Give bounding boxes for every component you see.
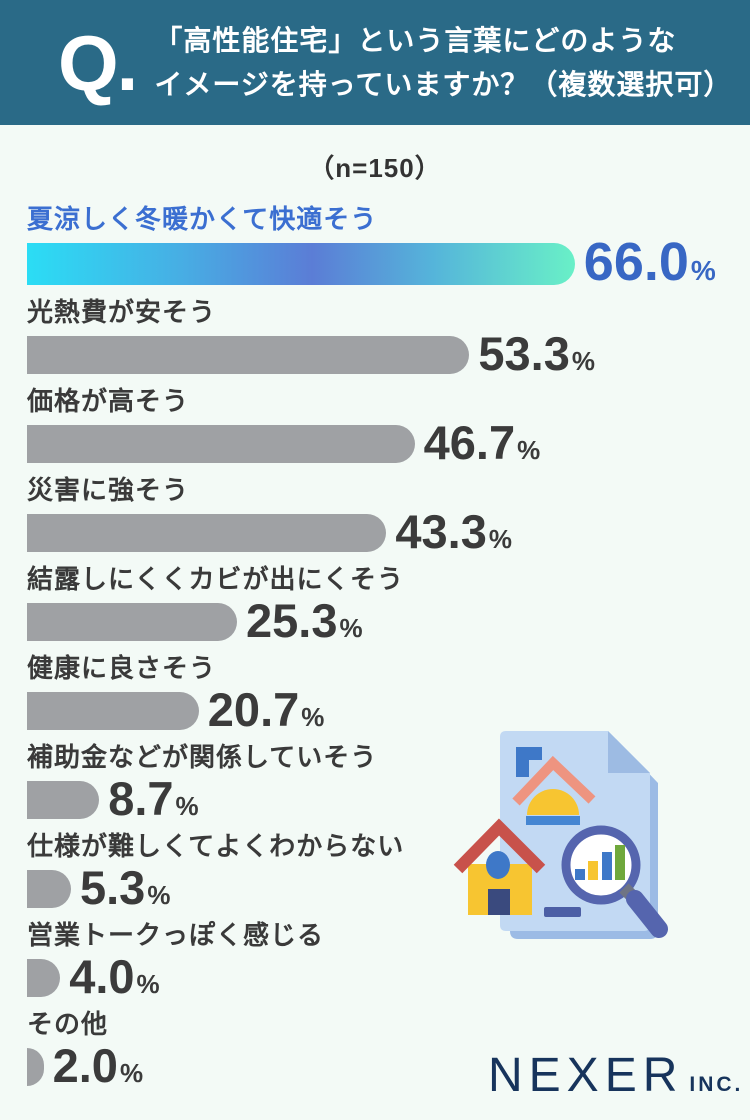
category-label: 営業トークっぽく感じる: [27, 920, 325, 950]
category-label: 光熱費が安そう: [27, 297, 217, 327]
bar-line: 20.7%: [27, 682, 737, 736]
value-label: 43.3%: [395, 504, 512, 558]
bar-row: 光熱費が安そう 53.3%: [27, 296, 737, 380]
bar: [27, 870, 71, 908]
value-number: 66.0: [583, 231, 689, 292]
percent-sign: %: [136, 968, 160, 999]
mini-bar-chart-icon: [575, 845, 625, 880]
sample-size-label: （n=150）: [308, 153, 442, 183]
category-label: 健康に良さそう: [27, 653, 217, 683]
bar: [27, 514, 387, 552]
value-label: 20.7%: [207, 682, 325, 736]
document-line: [544, 907, 581, 917]
category-label: 夏涼しく冬暖かくて快適そう: [27, 204, 378, 234]
percent-sign: %: [119, 1057, 144, 1088]
corner-bracket-icon: [516, 747, 542, 777]
question-line-1: 「高性能住宅」という言葉にどのような: [154, 25, 677, 57]
bar: [27, 692, 199, 730]
question-line-2: イメージを持っていますか？（複数選択可）: [154, 68, 733, 100]
bar-chart: 夏涼しく冬暖かくて快適そう 66.0% 光熱費が安そう 53.3% 価格が高そう…: [27, 203, 737, 1097]
bar: [27, 243, 575, 285]
question-header: Q. 「高性能住宅」という言葉にどのような イメージを持っていますか？（複数選択…: [0, 0, 750, 125]
bar: [27, 425, 415, 463]
category-label: 補助金などが関係していそう: [27, 742, 378, 772]
value-number: 4.0: [69, 949, 135, 1003]
dome-icon: [527, 789, 579, 815]
value-number: 53.3: [478, 326, 570, 380]
category-label: 価格が高そう: [27, 386, 190, 416]
value-number: 43.3: [395, 504, 487, 558]
q-mark: Q.: [58, 18, 138, 107]
brand-name: NEXER: [488, 1049, 684, 1102]
category-label: その他: [27, 1009, 109, 1039]
bar-line: 25.3%: [27, 593, 737, 647]
value-label: 53.3%: [478, 326, 595, 380]
bar-line: 4.0%: [27, 949, 737, 1003]
bar-row: 結露しにくくカビが出にくそう 25.3%: [27, 563, 737, 647]
percent-sign: %: [488, 523, 512, 554]
category-label: 結露しにくくカビが出にくそう: [27, 564, 404, 594]
bar-row: 災害に強そう 43.3%: [27, 474, 737, 558]
bar-row: 夏涼しく冬暖かくて快適そう 66.0%: [27, 203, 737, 292]
bar-line: 53.3%: [27, 326, 737, 380]
value-label: 5.3%: [79, 860, 171, 914]
bar-line: 46.7%: [27, 415, 737, 469]
bar-line: 2.0%: [27, 1038, 737, 1092]
bar-line: 43.3%: [27, 504, 737, 558]
house-roof: [453, 818, 546, 874]
value-label: 25.3%: [245, 593, 363, 647]
brand-suffix: INC.: [689, 1073, 744, 1096]
bar-row: 補助金などが関係していそう 8.7%: [27, 741, 737, 825]
bar-line: 5.3%: [27, 860, 737, 914]
house-document-magnifier-illustration: [453, 731, 668, 939]
roof-chevron-icon: [512, 755, 596, 806]
value-number: 25.3: [245, 593, 338, 647]
bar-row: 健康に良さそう 20.7%: [27, 652, 737, 736]
percent-sign: %: [339, 612, 363, 643]
bar: [27, 336, 470, 374]
percent-sign: %: [690, 254, 716, 286]
category-label: 仕様が難しくてよくわからない: [27, 831, 405, 861]
bar: [27, 603, 237, 641]
bar-line: 8.7%: [27, 771, 737, 825]
percent-sign: %: [301, 701, 325, 732]
percent-sign: %: [147, 879, 171, 910]
document-fold: [608, 731, 650, 773]
bar: [27, 781, 100, 819]
value-number: 8.7: [108, 771, 174, 825]
bar-row: 価格が高そう 46.7%: [27, 385, 737, 469]
bar-row: その他 2.0%: [27, 1008, 737, 1092]
value-number: 46.7: [423, 415, 516, 469]
magnifier-handle: [626, 890, 668, 938]
value-label: 2.0%: [52, 1038, 144, 1092]
house-window: [486, 851, 510, 879]
percent-sign: %: [571, 345, 595, 376]
dome-base-bar: [526, 816, 580, 825]
bar: [27, 1048, 44, 1086]
percent-sign: %: [175, 790, 199, 821]
category-label: 災害に強そう: [27, 475, 190, 505]
value-label: 66.0%: [583, 231, 716, 292]
value-number: 2.0: [52, 1038, 118, 1092]
bar-line: 66.0%: [27, 231, 737, 292]
bar: [27, 959, 61, 997]
value-label: 4.0%: [69, 949, 160, 1003]
question-text: 「高性能住宅」という言葉にどのような イメージを持っていますか？（複数選択可）: [154, 19, 732, 106]
house-door: [488, 889, 510, 915]
bar-row: 営業トークっぽく感じる 4.0%: [27, 919, 737, 1003]
bar-row: 仕様が難しくてよくわからない 5.3%: [27, 830, 737, 914]
value-number: 20.7: [207, 682, 300, 736]
percent-sign: %: [517, 434, 541, 465]
value-label: 8.7%: [108, 771, 199, 825]
value-number: 5.3: [79, 860, 146, 914]
value-label: 46.7%: [423, 415, 541, 469]
nexer-logo: NEXER INC.: [488, 1048, 743, 1103]
